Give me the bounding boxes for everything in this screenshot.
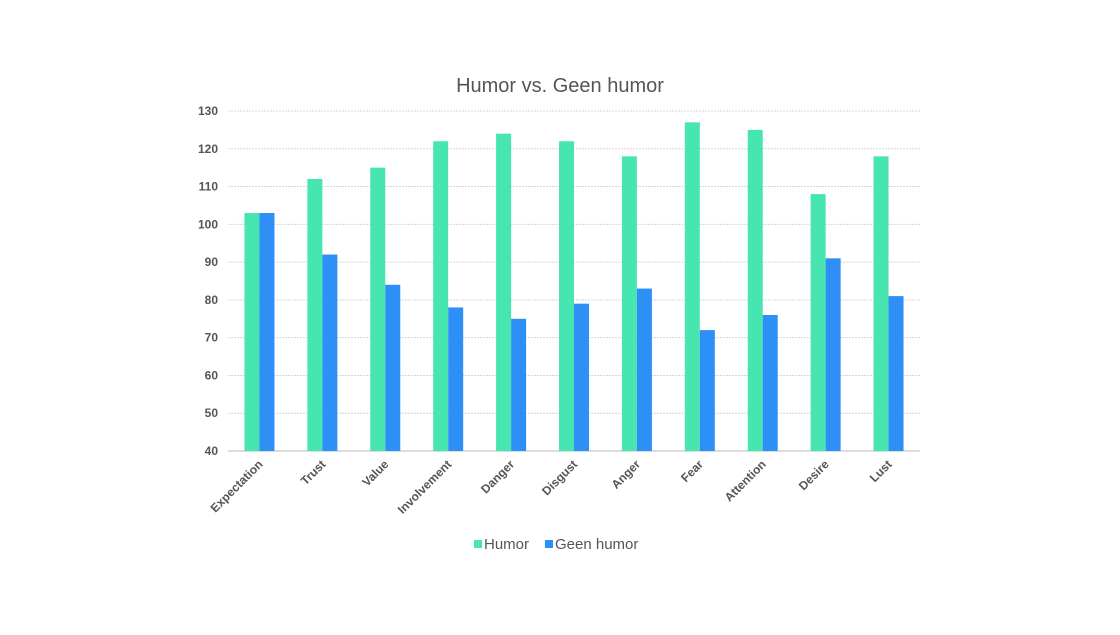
bar-geen-humor [888, 296, 904, 451]
bar-humor [370, 167, 386, 451]
x-tick-label: Attention [722, 457, 769, 504]
x-tick-label: Anger [609, 457, 644, 492]
bar-geen-humor [825, 258, 841, 451]
bar-humor [747, 129, 763, 451]
x-tick-label: Lust [867, 457, 895, 485]
bar-geen-humor [511, 318, 527, 451]
x-tick-label: Involvement [395, 457, 454, 516]
x-tick-label: Trust [298, 457, 329, 488]
y-tick-label: 50 [205, 406, 219, 420]
y-tick-label: 100 [198, 217, 218, 231]
y-tick-label: 130 [198, 104, 218, 118]
legend: Humor Geen humor [474, 536, 638, 553]
legend-swatch [474, 540, 482, 548]
x-tick-label: Expectation [208, 457, 266, 515]
bar-geen-humor [385, 284, 401, 451]
bar-humor [496, 133, 512, 451]
bar-geen-humor [762, 315, 778, 451]
y-tick-label: 80 [205, 293, 219, 307]
legend-label: Geen humor [555, 536, 638, 553]
legend-label: Humor [484, 536, 529, 553]
y-axis: 40 50 60 70 80 90 100 110 120 130 [198, 104, 218, 458]
bar-geen-humor [322, 254, 338, 451]
x-tick-label: Fear [678, 457, 706, 485]
bar-humor [810, 194, 826, 451]
bar-geen-humor [448, 307, 464, 451]
bar-humor [873, 156, 889, 452]
y-tick-label: 70 [205, 331, 219, 345]
bar-humor [433, 141, 449, 451]
bar-humor [307, 179, 323, 451]
bar-humor [244, 213, 260, 451]
bar-geen-humor [636, 288, 652, 451]
x-tick-label: Desire [796, 457, 832, 493]
bar-humor [559, 141, 574, 451]
legend-swatch [545, 540, 554, 548]
bar-geen-humor [574, 303, 589, 451]
bar-humor [684, 122, 700, 451]
y-tick-label: 110 [199, 180, 219, 194]
bars [244, 122, 904, 452]
x-tick-label: Danger [478, 457, 517, 496]
y-tick-label: 120 [198, 142, 218, 156]
x-tick-label: Value [359, 457, 391, 489]
chart-title: Humor vs. Geen humor [456, 75, 664, 97]
bar-geen-humor [259, 213, 275, 451]
bar-humor [621, 156, 637, 452]
x-tick-label: Disgust [539, 457, 580, 498]
y-tick-label: 90 [205, 255, 219, 269]
y-tick-label: 60 [205, 368, 219, 382]
bar-geen-humor [699, 330, 715, 451]
y-tick-label: 40 [205, 444, 219, 458]
x-axis: Expectation Trust Value Involvement Danger Di… [208, 457, 895, 517]
